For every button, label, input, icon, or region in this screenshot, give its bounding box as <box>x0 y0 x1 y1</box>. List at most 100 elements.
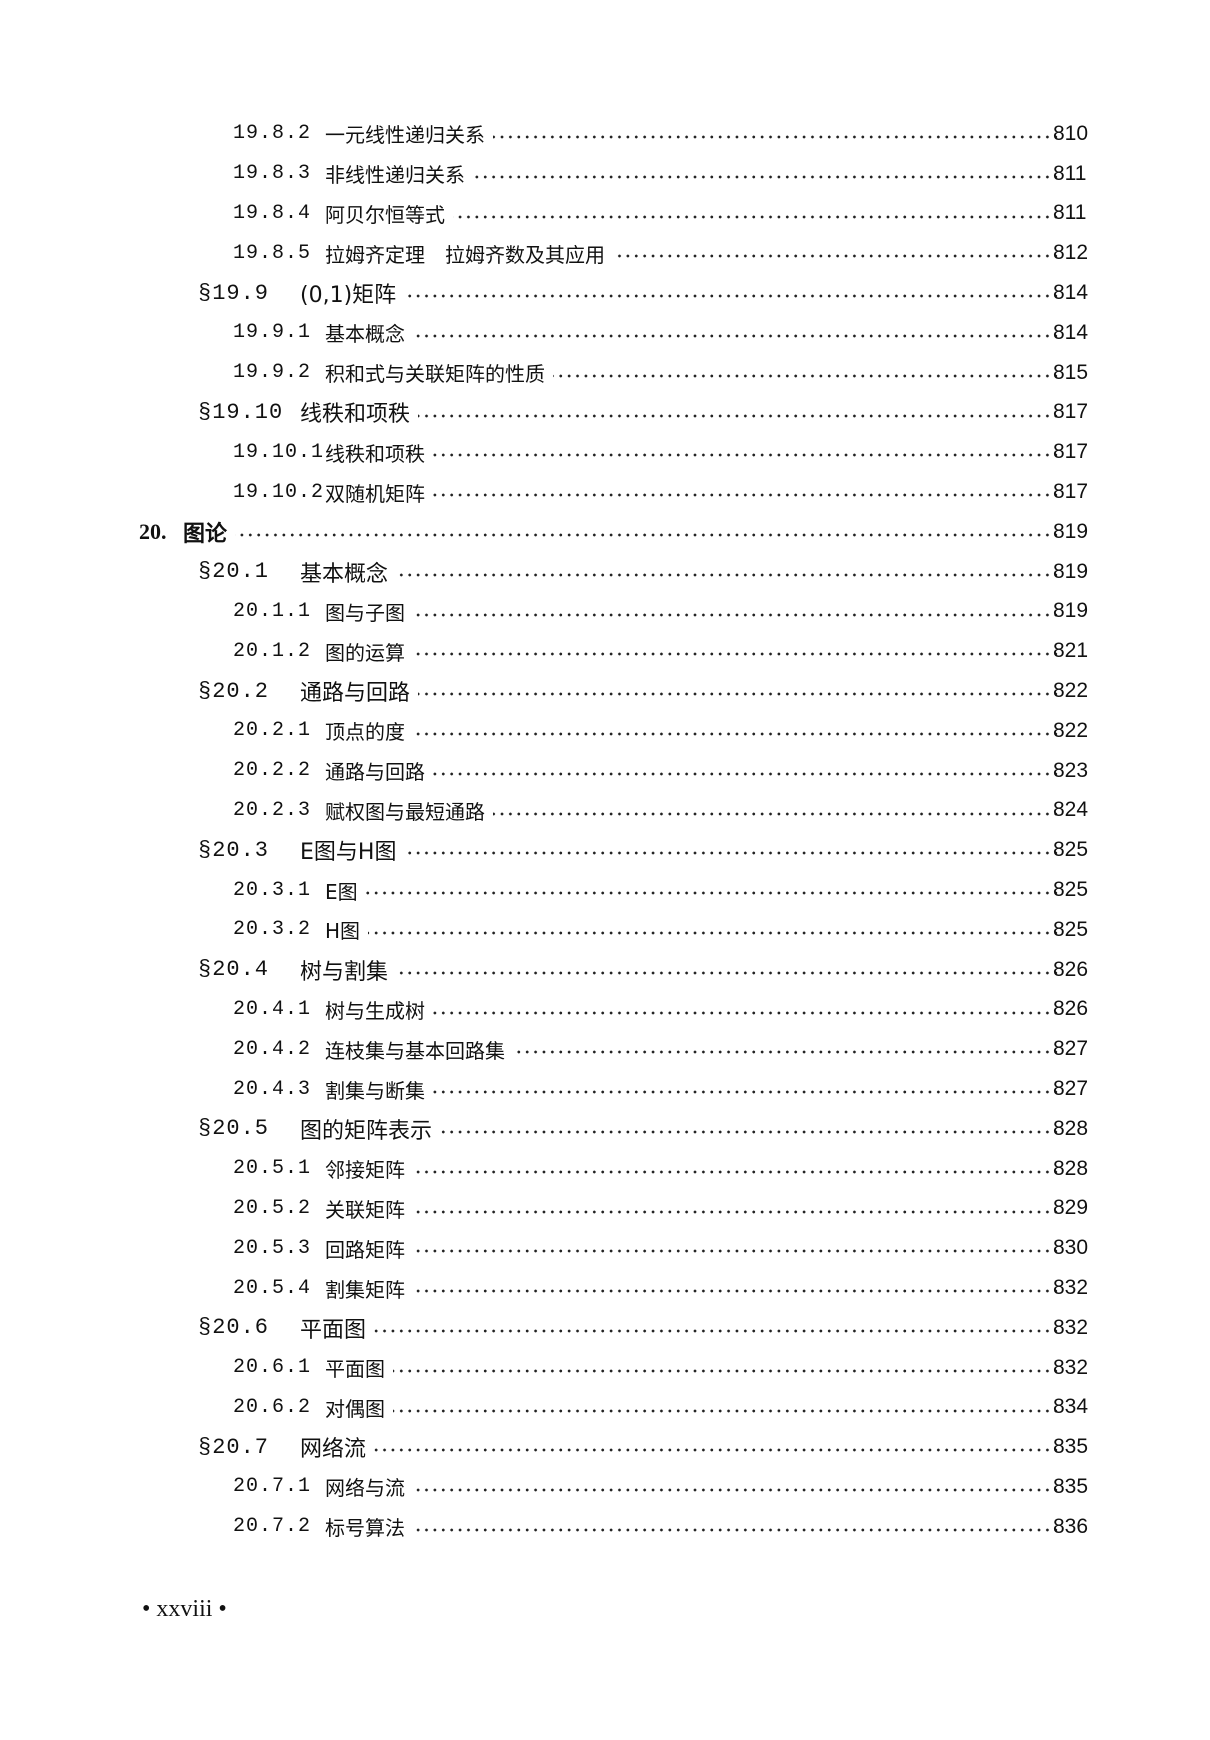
section-title: 割集矩阵 <box>325 1277 405 1302</box>
toc-entry[interactable]: §20.3 E图与H图 825 <box>0 830 1210 870</box>
section-number: 20.4.2 <box>233 1037 312 1061</box>
section-number: 20.3.2 <box>233 918 312 942</box>
dot-leader <box>413 612 1060 617</box>
toc-entry[interactable]: 20.6.1 平面图 832 <box>0 1348 1210 1388</box>
section-title: 拉姆齐定理 拉姆齐数及其应用 <box>325 242 605 267</box>
section-title: 通路与回路 <box>300 681 411 707</box>
toc-entry[interactable]: 20.6.2 对偶图 834 <box>0 1388 1210 1428</box>
section-number: §20.3 <box>198 837 270 863</box>
section-title: 对偶图 <box>325 1396 385 1421</box>
dot-leader <box>413 1169 1060 1174</box>
toc-entry[interactable]: §20.2 通路与回路 822 <box>0 671 1210 711</box>
toc-entry[interactable]: 20.3.2 H图 825 <box>0 910 1210 950</box>
page-number: 822 <box>1053 679 1089 703</box>
toc-entry[interactable]: §20.5 图的矩阵表示 828 <box>0 1109 1210 1149</box>
dot-leader <box>413 731 1060 736</box>
section-number: 20.7.2 <box>233 1515 312 1539</box>
dot-leader <box>413 1527 1060 1532</box>
dot-leader <box>393 1408 1060 1413</box>
section-title: E图与H图 <box>300 840 397 866</box>
dot-leader <box>493 811 1060 816</box>
toc-entry[interactable]: 20.1.2 图的运算 821 <box>0 631 1210 671</box>
section-title: 网络流 <box>300 1437 367 1463</box>
section-title: 积和式与关联矩阵的性质 <box>325 362 545 387</box>
section-title: 树与生成树 <box>325 998 425 1023</box>
toc-entry[interactable]: §20.6 平面图 832 <box>0 1308 1210 1348</box>
toc-entry[interactable]: 20.5.1 邻接矩阵 828 <box>0 1149 1210 1189</box>
toc-entry[interactable]: 20.5.3 回路矩阵 830 <box>0 1228 1210 1268</box>
toc-entry[interactable]: 20.7.1 网络与流 835 <box>0 1467 1210 1507</box>
dot-leader <box>433 1010 1060 1015</box>
toc-entry[interactable]: 20.4.1 树与生成树 826 <box>0 990 1210 1030</box>
toc-entry[interactable]: §20.1 基本概念 819 <box>0 552 1210 592</box>
section-number: 20.6.1 <box>233 1356 312 1380</box>
toc-entry[interactable]: 20. 图论 819 <box>0 512 1210 552</box>
dot-leader <box>396 572 1060 577</box>
dot-leader <box>413 333 1060 338</box>
toc-entry[interactable]: 20.2.3 赋权图与最短通路 824 <box>0 791 1210 831</box>
toc-entry[interactable]: §20.4 树与割集 826 <box>0 950 1210 990</box>
page-number: 830 <box>1053 1236 1089 1260</box>
page-number: 828 <box>1053 1156 1089 1180</box>
toc-entry[interactable]: 20.1.1 图与子图 819 <box>0 592 1210 632</box>
section-number: §20.2 <box>198 678 270 704</box>
page-number: 825 <box>1053 878 1089 902</box>
page-number: 812 <box>1053 241 1089 265</box>
section-number: 20.1.2 <box>233 639 312 663</box>
section-number: 20.5.4 <box>233 1276 312 1300</box>
section-number: 19.8.4 <box>233 201 312 225</box>
section-title: 非线性递归关系 <box>325 163 465 188</box>
page-number: 835 <box>1053 1474 1089 1498</box>
section-number: 20.1.1 <box>233 599 312 623</box>
section-number: 20.4.1 <box>233 997 312 1021</box>
toc-entry[interactable]: 20.4.3 割集与断集 827 <box>0 1069 1210 1109</box>
section-number: 20.2.1 <box>233 719 312 743</box>
page-number: 819 <box>1053 519 1089 543</box>
toc-entry[interactable]: 20.3.1 E图 825 <box>0 870 1210 910</box>
toc-entry[interactable]: §20.7 网络流 835 <box>0 1427 1210 1467</box>
page-number: 832 <box>1053 1355 1089 1379</box>
section-title: 通路与回路 <box>325 760 425 785</box>
toc-entry[interactable]: 20.4.2 连枝集与基本回路集 827 <box>0 1029 1210 1069</box>
section-number: 19.8.3 <box>233 162 312 186</box>
page-number: 811 <box>1053 201 1087 225</box>
section-title: 线秩和项秩 <box>300 402 411 428</box>
page-number: 827 <box>1053 1077 1089 1101</box>
section-number: 20.5.1 <box>233 1157 312 1181</box>
toc-entry[interactable]: 19.10.1 线秩和项秩 817 <box>0 432 1210 472</box>
section-title: 基本概念 <box>300 561 389 587</box>
section-title: 赋权图与最短通路 <box>325 799 485 824</box>
section-title: E图 <box>325 879 358 904</box>
section-number: §19.10 <box>198 399 284 425</box>
dot-leader <box>473 174 1060 179</box>
toc-entry[interactable]: §19.9 (0,1)矩阵 814 <box>0 273 1210 313</box>
toc-entry[interactable]: 20.2.2 通路与回路 823 <box>0 751 1210 791</box>
section-title: 顶点的度 <box>325 720 405 745</box>
dot-leader <box>453 214 1060 219</box>
toc-entry[interactable]: 20.7.2 标号算法 836 <box>0 1507 1210 1547</box>
section-number: 20.3.1 <box>233 878 312 902</box>
section-title: 标号算法 <box>325 1516 405 1541</box>
toc-entry[interactable]: 20.2.1 顶点的度 822 <box>0 711 1210 751</box>
toc-entry[interactable]: 19.8.4 阿贝尔恒等式 811 <box>0 194 1210 234</box>
toc-entry[interactable]: 19.10.2 双随机矩阵 817 <box>0 472 1210 512</box>
section-title: 一元线性递归关系 <box>325 123 485 148</box>
toc-entry[interactable]: 19.8.3 非线性递归关系 811 <box>0 154 1210 194</box>
toc-entry[interactable]: 19.8.5 拉姆齐定理 拉姆齐数及其应用 812 <box>0 233 1210 273</box>
toc-entry[interactable]: §19.10 线秩和项秩 817 <box>0 393 1210 433</box>
section-title: 线秩和项秩 <box>325 441 425 466</box>
toc-entry[interactable]: 19.8.2 一元线性递归关系 810 <box>0 114 1210 154</box>
toc-entry[interactable]: 20.5.2 关联矩阵 829 <box>0 1189 1210 1229</box>
page-number: 836 <box>1053 1514 1089 1538</box>
section-number: §20.5 <box>198 1116 270 1142</box>
page-number: 817 <box>1053 480 1089 504</box>
section-number: §20.6 <box>198 1315 270 1341</box>
section-number: 20.2.3 <box>233 798 312 822</box>
page-number: 825 <box>1053 917 1089 941</box>
section-title: 平面图 <box>325 1357 385 1382</box>
page-number: 825 <box>1053 838 1089 862</box>
toc-entry[interactable]: 20.5.4 割集矩阵 832 <box>0 1268 1210 1308</box>
dot-leader <box>413 652 1060 657</box>
toc-entry[interactable]: 19.9.2 积和式与关联矩阵的性质 815 <box>0 353 1210 393</box>
toc-entry[interactable]: 19.9.1 基本概念 814 <box>0 313 1210 353</box>
